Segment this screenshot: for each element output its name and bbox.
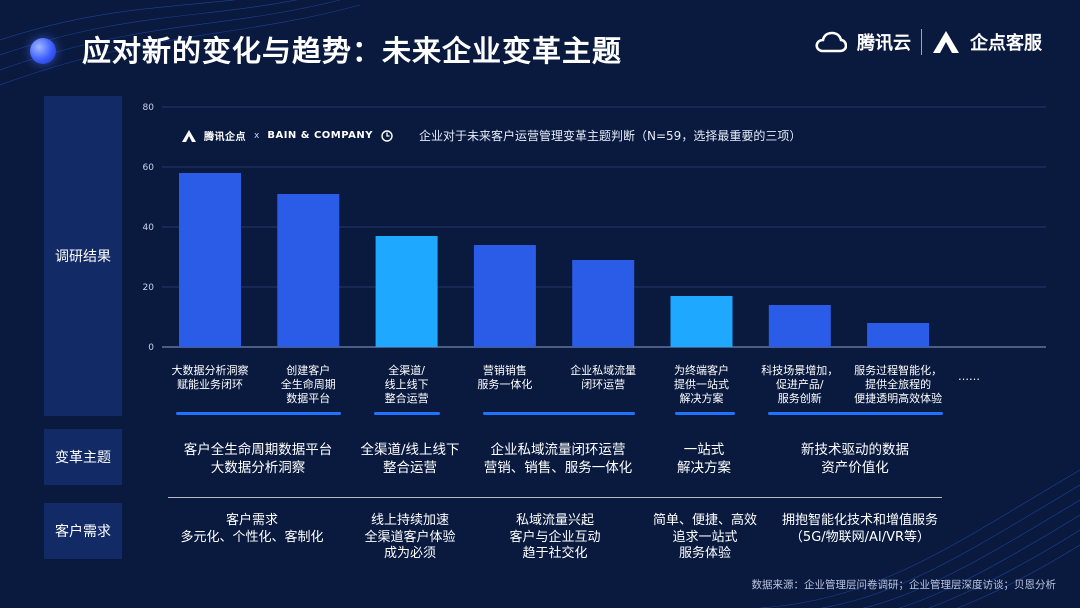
need-4: 简单、便捷、高效 追求一站式 服务体验 — [652, 513, 757, 561]
bar-2 — [277, 194, 340, 347]
qidian-logo-text: 企点客服 — [970, 33, 1042, 54]
theme-3: 企业私域流量闭环运营 营销、销售、服务一体化 — [483, 442, 633, 476]
qidian-logo-icon — [933, 31, 959, 53]
chart-trailing-ellipsis: …… — [958, 370, 980, 383]
y-tick-label: 0 — [148, 343, 154, 353]
need-2: 线上持续加速 全渠道客户体验 成为必须 — [364, 513, 456, 561]
x-category-label: 科技场景增加， 促进产品/ 服务创新 — [761, 364, 839, 405]
logo-separator — [921, 29, 922, 55]
section-label-survey: 调研结果 — [44, 96, 122, 416]
group-underline-3 — [483, 412, 635, 415]
section-label-theme: 变革主题 — [44, 429, 122, 485]
section-divider — [168, 497, 942, 498]
group-underline-1 — [176, 412, 341, 415]
y-tick-label: 80 — [143, 103, 155, 113]
x-category-label: 创建客户 全生命周期 数据平台 — [280, 364, 336, 405]
need-3: 私域流量兴起 客户与企业互动 趋于社交化 — [509, 513, 601, 561]
theme-5: 新技术驱动的数据 资产价值化 — [801, 442, 909, 476]
bain-logo-icon — [381, 129, 393, 142]
bar-6 — [670, 296, 733, 347]
x-category-label: 大数据分析洞察 赋能业务闭环 — [171, 364, 249, 391]
x-category-label: 全渠道/ 线上线下 整合运营 — [384, 364, 429, 405]
theme-1: 客户全生命周期数据平台 大数据分析洞察 — [183, 442, 333, 476]
bar-7 — [768, 305, 831, 347]
tencent-cloud-logo-icon — [815, 31, 847, 53]
y-tick-label: 40 — [143, 223, 155, 233]
group-underline-2 — [374, 412, 440, 415]
section-label-needs: 客户需求 — [44, 503, 122, 559]
legend-brand-tencent: 腾讯企点 — [204, 132, 246, 143]
bar-5 — [572, 260, 635, 347]
need-5: 拥抱智能化技术和增值服务 （5G/物联网/AI/VR等） — [781, 513, 938, 545]
group-underline-5 — [768, 412, 943, 415]
x-category-label: 为终端客户 提供一站式 解决方案 — [674, 364, 729, 405]
x-category-label: 企业私域流量 闭环运营 — [570, 364, 637, 391]
group-underline-4 — [675, 412, 735, 415]
theme-4: 一站式 解决方案 — [677, 442, 731, 476]
y-tick-label: 60 — [143, 163, 155, 173]
chart-legend: 腾讯企点 x BAIN & COMPANY 企业对于未来客户运营管理变革主题判断… — [182, 127, 801, 144]
chart-description: 企业对于未来客户运营管理变革主题判断（N=59，选择最重要的三项） — [419, 129, 802, 143]
footnote: 数据来源：企业管理层问卷调研；企业管理层深度访谈；贝恩分析 — [751, 579, 1057, 591]
tencent-qidian-small-logo-icon — [182, 129, 196, 142]
bar-4 — [473, 245, 536, 347]
theme-2: 全渠道/线上线下 整合运营 — [360, 442, 460, 476]
x-category-label: 服务过程智能化， 提供全旅程的 便捷透明高效体验 — [854, 364, 943, 405]
title-bullet-icon — [30, 38, 56, 64]
x-category-label: 营销销售 服务一体化 — [477, 364, 533, 391]
bar-3 — [375, 236, 438, 347]
page-title: 应对新的变化与趋势：未来企业变革主题 — [82, 34, 623, 68]
legend-times: x — [254, 130, 260, 141]
bar-8 — [867, 323, 930, 347]
header-logos: 腾讯云 企点客服 — [815, 28, 1042, 56]
legend-brand-bain: BAIN & COMPANY — [267, 130, 374, 141]
need-1: 客户需求 多元化、个性化、客制化 — [180, 513, 324, 545]
bar-1 — [179, 173, 241, 347]
y-tick-label: 20 — [143, 283, 155, 293]
tencent-cloud-logo-text: 腾讯云 — [857, 33, 911, 54]
